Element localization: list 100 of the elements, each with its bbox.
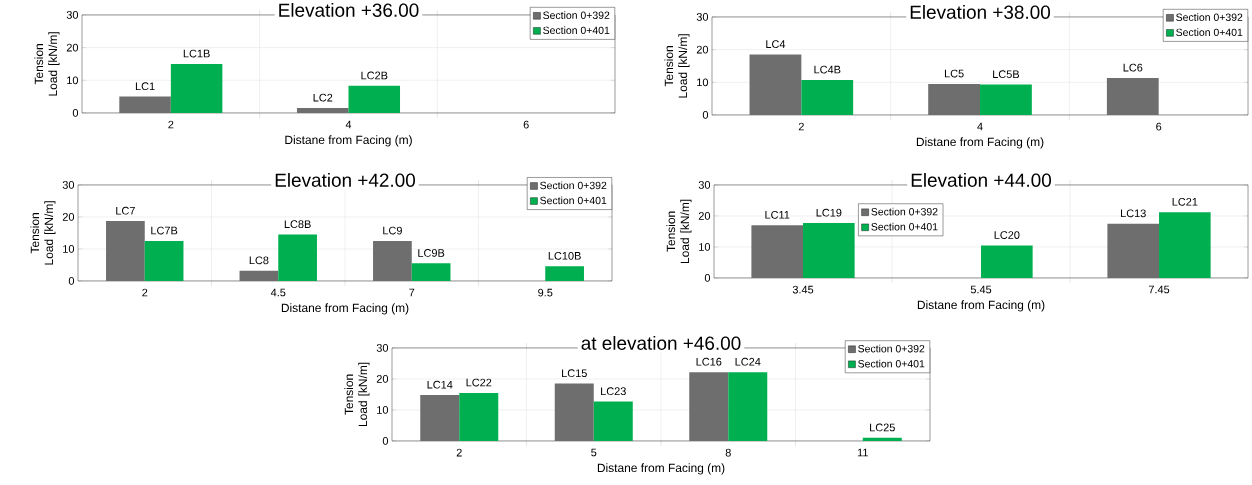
bar <box>119 96 171 113</box>
legend-label: Section 0+392 <box>871 207 938 216</box>
y-tick-label: 30 <box>66 11 79 19</box>
x-tick-label: 5 <box>591 448 597 457</box>
data-label: LC25 <box>870 423 895 432</box>
x-axis-title: Distane from Facing (m) <box>917 300 1045 312</box>
bar <box>420 395 460 441</box>
data-label: LC9 <box>383 226 402 235</box>
x-tick-label: 2 <box>456 448 462 457</box>
y-tick-label: 10 <box>67 76 79 85</box>
y-tick-label: 30 <box>696 13 709 21</box>
data-label: LC1B <box>183 49 210 58</box>
y-axis-title: Tension Load [kN/m] <box>30 201 56 265</box>
bar <box>980 84 1032 115</box>
data-label: LC21 <box>1172 197 1198 206</box>
y-axis-title: Tension Load [kN/m] <box>666 199 692 264</box>
bar <box>411 263 451 281</box>
bar <box>981 245 1033 278</box>
data-label: LC23 <box>601 387 626 396</box>
bar <box>296 108 349 113</box>
y-tick-label: 0 <box>382 437 389 445</box>
x-axis-title: Distane from Facing (m) <box>281 303 409 315</box>
bar <box>459 392 499 441</box>
x-tick-label: 2 <box>142 288 148 297</box>
y-tick-label: 10 <box>377 406 389 414</box>
y-tick-label: 0 <box>702 111 709 119</box>
chart-title: Elevation +44.00 <box>911 173 1052 187</box>
data-label: LC2 <box>313 93 333 102</box>
legend-label: Section 0+392 <box>1176 13 1243 21</box>
data-label: LC13 <box>1121 209 1146 218</box>
legend-label: Section 0+392 <box>540 181 607 190</box>
data-label: LC11 <box>765 211 790 219</box>
data-label: LC14 <box>427 380 453 389</box>
bar <box>106 221 145 281</box>
x-tick-label: 2 <box>798 122 804 131</box>
legend-label: Section 0+392 <box>543 11 610 19</box>
bar <box>373 240 412 281</box>
x-axis-title: Distane from Facing (m) <box>285 135 412 147</box>
data-label: LC19 <box>816 208 842 217</box>
bar <box>239 270 279 281</box>
legend-label: Section 0+401 <box>543 26 610 35</box>
y-tick-label: 10 <box>63 245 75 253</box>
y-tick-label: 20 <box>62 213 75 221</box>
data-label: LC4B <box>814 65 841 74</box>
x-tick-label: 2 <box>168 120 174 129</box>
y-axis-title: Tension Load [kN/m] <box>34 32 60 96</box>
bar <box>554 383 594 441</box>
data-label: LC8 <box>249 256 269 265</box>
bar <box>278 234 317 281</box>
data-label: LC5B <box>993 70 1020 79</box>
bar <box>803 223 855 278</box>
y-axis-title: Tension Load [kN/m] <box>664 34 690 98</box>
bar <box>1107 223 1160 278</box>
x-tick-label: 5.45 <box>970 285 992 294</box>
bar <box>1159 212 1211 278</box>
y-tick-label: 0 <box>704 274 711 282</box>
bar <box>801 80 854 115</box>
chart-title: Elevation +42.00 <box>275 173 415 187</box>
legend-label: Section 0+401 <box>858 359 925 368</box>
bar <box>862 437 902 441</box>
x-tick-label: 6 <box>1156 122 1162 131</box>
bar <box>1106 78 1159 115</box>
legend-label: Section 0+401 <box>1176 28 1243 37</box>
y-tick-label: 30 <box>698 181 711 189</box>
x-tick-label: 4 <box>977 122 983 131</box>
data-label: LC2B <box>361 71 388 80</box>
x-tick-label: 6 <box>523 120 529 129</box>
bar <box>728 372 768 441</box>
data-label: LC9B <box>418 249 445 257</box>
x-tick-label: 11 <box>857 448 868 457</box>
y-tick-label: 20 <box>698 212 711 220</box>
data-label: LC20 <box>994 231 1020 239</box>
bar <box>593 401 633 441</box>
data-label: LC16 <box>696 357 722 366</box>
y-tick-label: 10 <box>697 78 709 87</box>
chart-title: at elevation +46.00 <box>581 336 741 350</box>
y-tick-label: 20 <box>376 375 389 383</box>
bar <box>144 240 184 281</box>
y-tick-label: 0 <box>72 109 79 117</box>
x-tick-label: 7.45 <box>1148 285 1170 294</box>
chart-title: Elevation +36.00 <box>279 3 419 17</box>
bar <box>751 225 804 278</box>
legend-label: Section 0+401 <box>871 222 938 231</box>
data-label: LC7 <box>116 206 135 215</box>
x-tick-label: 4.5 <box>270 288 286 297</box>
data-label: LC5 <box>944 69 964 78</box>
data-label: LC8B <box>284 220 311 229</box>
x-tick-label: 7 <box>409 288 415 297</box>
legend-label: Section 0+392 <box>858 344 925 353</box>
y-tick-label: 20 <box>696 45 709 54</box>
bar <box>545 266 584 281</box>
x-axis-title: Distane from Facing (m) <box>597 463 725 475</box>
data-label: LC4 <box>766 40 786 49</box>
legend-label: Section 0+401 <box>540 196 607 205</box>
data-label: LC22 <box>466 378 492 387</box>
x-tick-label: 4 <box>345 120 352 129</box>
y-tick-label: 30 <box>376 344 389 352</box>
x-tick-label: 3.45 <box>792 285 814 294</box>
y-tick-label: 0 <box>68 277 75 285</box>
y-tick-label: 10 <box>699 243 711 251</box>
